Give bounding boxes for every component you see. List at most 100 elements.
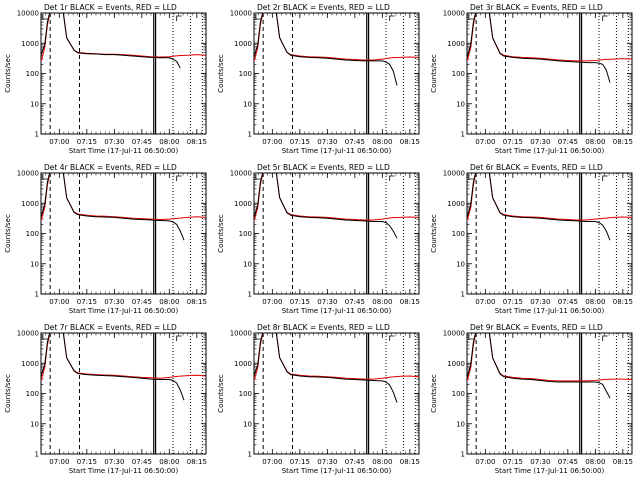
y-tick-label: 10 (243, 420, 252, 428)
y-tick-label: 1000 (447, 200, 465, 208)
detector-panel-2: 1 10 100 1000 10000 07:00 07:15 07:30 07:45 08:00… (217, 3, 420, 155)
y-axis-title: Counts/sec (217, 374, 225, 413)
y-tick-label: 100 (239, 70, 252, 78)
y-tick-label: 10000 (443, 170, 465, 178)
lld-series-line (254, 333, 419, 382)
x-tick-label: 07:15 (77, 138, 97, 146)
x-tick-label: 07:15 (290, 458, 310, 466)
y-tick-label: 10 (456, 420, 465, 428)
panel-title: Det 1r BLACK = Events, RED = LLD (44, 3, 177, 12)
x-tick-label: 08:15 (400, 458, 420, 466)
interval-bracket-icon (389, 175, 395, 181)
x-tick-label: 07:15 (290, 138, 310, 146)
y-tick-label: 1000 (21, 200, 39, 208)
events-series-line (254, 13, 398, 86)
y-tick-label: 10 (243, 100, 252, 108)
x-tick-label: 07:00 (475, 138, 495, 146)
y-tick-label: 10000 (443, 10, 465, 18)
x-tick-label: 08:00 (585, 138, 605, 146)
x-tick-label: 07:30 (530, 458, 550, 466)
x-tick-label: 08:00 (585, 298, 605, 306)
x-tick-label: 08:15 (613, 298, 633, 306)
y-tick-label: 1 (248, 291, 252, 299)
x-tick-label: 08:00 (159, 458, 179, 466)
y-tick-label: 10000 (17, 10, 39, 18)
x-tick-label: 08:15 (187, 458, 207, 466)
x-axis-title: Start Time (17-Jul-11 06:50:00) (282, 467, 392, 475)
x-tick-label: 07:45 (132, 298, 152, 306)
x-tick-label: 07:00 (49, 138, 69, 146)
x-tick-label: 08:15 (187, 298, 207, 306)
events-series-line (41, 173, 185, 241)
series-group (254, 333, 419, 403)
x-tick-label: 07:15 (503, 298, 523, 306)
series-group (41, 173, 206, 241)
detector-panel-1: 1 10 100 1000 10000 07:00 07:15 07:30 07:45 08:00… (4, 3, 207, 155)
y-axis-title: Counts/sec (4, 374, 12, 413)
events-series-line (254, 333, 398, 403)
panel-title: Det 5r BLACK = Events, RED = LLD (257, 163, 390, 172)
interval-bracket-icon (602, 15, 608, 21)
interval-bracket-icon (176, 15, 182, 21)
x-tick-label: 07:00 (262, 458, 282, 466)
x-tick-label: 08:00 (159, 298, 179, 306)
y-tick-label: 10000 (230, 170, 252, 178)
y-tick-label: 10 (243, 260, 252, 268)
x-tick-label: 07:15 (290, 298, 310, 306)
y-tick-label: 100 (26, 70, 39, 78)
x-tick-label: 07:00 (475, 458, 495, 466)
x-tick-label: 07:15 (77, 458, 97, 466)
x-tick-label: 07:45 (345, 458, 365, 466)
detector-panel-3: 1 10 100 1000 10000 07:00 07:15 07:30 07:45 08:00… (430, 3, 633, 155)
y-tick-label: 1000 (234, 360, 252, 368)
y-tick-label: 1 (461, 131, 465, 139)
x-tick-label: 07:30 (104, 458, 124, 466)
panel-title: Det 7r BLACK = Events, RED = LLD (44, 323, 177, 332)
x-tick-label: 08:15 (400, 138, 420, 146)
series-group (254, 13, 419, 86)
y-tick-label: 10 (456, 100, 465, 108)
x-tick-label: 08:15 (187, 138, 207, 146)
y-axis-title: Counts/sec (430, 374, 438, 413)
x-axis-title: Start Time (17-Jul-11 06:50:00) (282, 147, 392, 155)
x-tick-label: 07:30 (104, 138, 124, 146)
y-tick-label: 1 (248, 451, 252, 459)
y-tick-label: 10 (456, 260, 465, 268)
x-axis-title: Start Time (17-Jul-11 06:50:00) (495, 467, 605, 475)
detector-panel-4: 1 10 100 1000 10000 07:00 07:15 07:30 07:45 08:00… (4, 163, 207, 315)
series-group (254, 173, 419, 239)
y-axis-title: Counts/sec (4, 54, 12, 93)
x-tick-label: 08:00 (159, 138, 179, 146)
interval-bracket-icon (602, 335, 608, 341)
y-tick-label: 1 (35, 451, 39, 459)
x-tick-label: 07:30 (317, 298, 337, 306)
detector-panel-7: 1 10 100 1000 10000 07:00 07:15 07:30 07:45 08:00… (4, 323, 207, 475)
lld-series-line (41, 333, 206, 382)
detector-panel-6: 1 10 100 1000 10000 07:00 07:15 07:30 07:45 08:00… (430, 163, 633, 315)
panel-title: Det 6r BLACK = Events, RED = LLD (470, 163, 603, 172)
x-tick-label: 07:00 (262, 298, 282, 306)
interval-bracket-icon (602, 175, 608, 181)
series-group (467, 173, 632, 241)
y-tick-label: 10000 (17, 170, 39, 178)
y-tick-label: 1000 (21, 40, 39, 48)
x-axis-title: Start Time (17-Jul-11 06:50:00) (69, 307, 179, 315)
y-axis-title: Counts/sec (430, 214, 438, 253)
detector-panel-9: 1 10 100 1000 10000 07:00 07:15 07:30 07:45 08:00… (430, 323, 633, 475)
x-axis-title: Start Time (17-Jul-11 06:50:00) (495, 147, 605, 155)
x-tick-label: 07:45 (132, 458, 152, 466)
y-tick-label: 1 (35, 291, 39, 299)
y-tick-label: 100 (239, 390, 252, 398)
y-axis-title: Counts/sec (217, 54, 225, 93)
x-tick-label: 08:00 (372, 138, 392, 146)
interval-bracket-icon (176, 335, 182, 341)
events-series-line (254, 173, 398, 239)
x-tick-label: 07:30 (317, 138, 337, 146)
y-tick-label: 1 (461, 451, 465, 459)
x-tick-label: 07:30 (104, 298, 124, 306)
x-tick-label: 07:45 (558, 458, 578, 466)
events-series-line (41, 333, 185, 401)
y-tick-label: 10000 (230, 10, 252, 18)
